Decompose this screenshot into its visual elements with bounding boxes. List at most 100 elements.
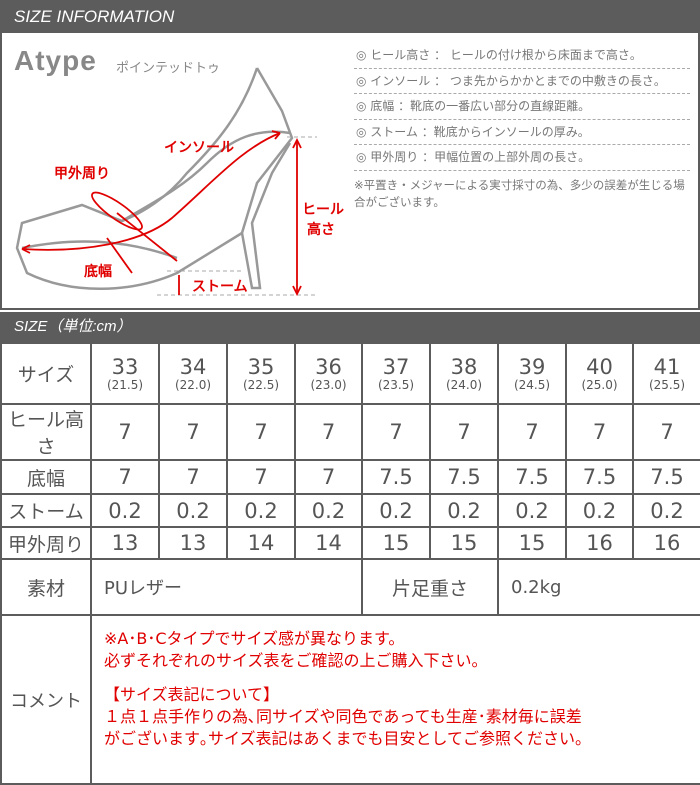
shoe-diagram: Atype ポインテッドトゥ インソール 甲外周り 底幅 ストーム ヒール 高さ… [0, 33, 700, 310]
comment-line: ※A･B･Cタイプでサイズ感が異なります。 [104, 629, 405, 648]
table-cell: 7 [90, 459, 160, 495]
table-cell: 7 [226, 459, 296, 495]
table-cell: 0.2 [565, 493, 634, 528]
table-cell: 7 [294, 403, 363, 461]
table-cell: 15 [429, 526, 499, 560]
size-eu: 37 [382, 354, 410, 379]
comment-line: 必ずそれぞれのサイズ表をご確認の上ご購入下さい。 [104, 651, 488, 670]
size-header-cell: 41 (25.5) [632, 342, 700, 405]
table-cell: 7 [294, 459, 363, 495]
table-cell: 14 [226, 526, 296, 560]
size-eu: 35 [247, 354, 275, 379]
toe-type: ポインテッドトゥ [116, 61, 221, 76]
size-eu: 40 [586, 354, 613, 379]
definitions-list: ◎ ヒール高さ ： ヒールの付け根から床面まで高さ。 ◎ インソール ： つま先… [354, 43, 690, 211]
table-cell: 0.2 [226, 493, 296, 528]
table-cell: 16 [632, 526, 700, 560]
size-section-header: SIZE（単位:cm） [0, 312, 700, 342]
table-cell: 7.5 [429, 459, 499, 495]
table-cell: 7.5 [565, 459, 634, 495]
size-jp: (22.5) [242, 377, 280, 392]
label-heel-height: 高さ [307, 222, 335, 238]
table-row: 甲外周り 13 13 14 14 15 15 15 16 16 [0, 526, 700, 560]
row-label: 底幅 [0, 459, 92, 495]
comment-line: がございます｡サイズ表記はあくまでも目安としてご参照ください。 [104, 729, 592, 748]
table-cell: 15 [361, 526, 431, 560]
table-cell: 7 [429, 403, 499, 461]
label-sole-width: 底幅 [84, 264, 112, 280]
material-value: PUレザー [90, 558, 363, 616]
size-header-cell: 34 (22.0) [158, 342, 228, 405]
size-row: サイズ 33 (21.5) 34 (22.0) 35 (22.5) 36 (23.0) 37 (2… [0, 342, 700, 405]
table-row: 底幅 7 7 7 7 7.5 7.5 7.5 7.5 7.5 [0, 459, 700, 495]
size-header-cell: 33 (21.5) [90, 342, 160, 405]
material-label: 素材 [0, 558, 92, 616]
size-eu: 36 [315, 354, 342, 379]
comment-label: コメント [0, 614, 92, 785]
table-row: ヒール高さ 7 7 7 7 7 7 7 7 7 [0, 403, 700, 461]
weight-label: 片足重さ [361, 558, 499, 616]
row-label: ヒール高さ [0, 403, 92, 461]
size-eu: 39 [518, 354, 546, 379]
definition-item: ◎ 底幅 ：靴底の一番広い部分の直線距離。 [354, 94, 690, 120]
table-cell: 0.2 [429, 493, 499, 528]
table-cell: 0.2 [158, 493, 228, 528]
size-jp: (25.0) [581, 377, 618, 392]
size-table: サイズ 33 (21.5) 34 (22.0) 35 (22.5) 36 (23.0) 37 (2… [0, 342, 700, 785]
brand-logo: Atype [14, 45, 97, 76]
size-header-cell: 39 (24.5) [497, 342, 567, 405]
table-cell: 7 [497, 403, 567, 461]
table-cell: 7.5 [632, 459, 700, 495]
size-eu: 33 [111, 354, 139, 379]
table-cell: 7 [632, 403, 700, 461]
table-cell: 15 [497, 526, 567, 560]
row-label: ストーム [0, 493, 92, 528]
size-jp: (23.0) [310, 377, 347, 392]
table-cell: 0.2 [632, 493, 700, 528]
size-jp: (25.5) [648, 377, 686, 392]
table-row: ストーム 0.2 0.2 0.2 0.2 0.2 0.2 0.2 0.2 0.2 [0, 493, 700, 528]
definition-item: ◎ インソール ： つま先からかかとまでの中敷きの長さ。 [354, 69, 690, 94]
size-jp: (21.5) [106, 377, 144, 392]
size-header-cell: 36 (23.0) [294, 342, 363, 405]
table-cell: 0.2 [294, 493, 363, 528]
table-cell: 7 [361, 403, 431, 461]
size-header-cell: 35 (22.5) [226, 342, 296, 405]
comment-text: ※A･B･Cタイプでサイズ感が異なります。 必ずそれぞれのサイズ表をご確認の上ご… [90, 614, 700, 785]
size-header-cell: 40 (25.0) [565, 342, 634, 405]
label-heel: ヒール [302, 202, 344, 218]
size-jp: (24.5) [513, 377, 551, 392]
comment-line: 【サイズ表記について】 [104, 685, 280, 704]
size-eu: 38 [450, 354, 478, 379]
measurement-note: ※平置き・メジャーによる実寸採寸の為、多少の誤差が生じる場合がございます。 [354, 177, 685, 209]
material-row: 素材 PUレザー 片足重さ 0.2kg [0, 558, 700, 616]
comment-row: コメント ※A･B･Cタイプでサイズ感が異なります。 必ずそれぞれのサイズ表をご… [0, 614, 700, 785]
table-cell: 7.5 [361, 459, 431, 495]
comment-line: １点１点手作りの為､同サイズや同色であっても生産･素材毎に誤差 [104, 707, 582, 726]
size-jp: (24.0) [445, 377, 483, 392]
shoe-illustration [15, 67, 317, 297]
definition-item: ◎ 甲外周り ：甲幅位置の上部外周の長さ。 [354, 145, 690, 171]
table-cell: 7 [226, 403, 296, 461]
table-cell: 7.5 [497, 459, 567, 495]
table-cell: 0.2 [361, 493, 431, 528]
size-header-cell: 37 (23.5) [361, 342, 431, 405]
table-cell: 13 [158, 526, 228, 560]
table-cell: 7 [158, 403, 228, 461]
table-cell: 13 [90, 526, 160, 560]
size-information-header: SIZE INFORMATION [0, 0, 700, 33]
size-jp: (23.5) [377, 377, 415, 392]
size-eu: 34 [179, 354, 207, 379]
weight-value: 0.2kg [497, 558, 700, 616]
definition-item: ◎ ヒール高さ ： ヒールの付け根から床面まで高さ。 [354, 43, 690, 69]
label-insole: インソール [164, 140, 234, 156]
table-cell: 7 [90, 403, 160, 461]
size-eu: 41 [653, 354, 681, 379]
row-label: 甲外周り [0, 526, 92, 560]
label-instep: 甲外周り [54, 166, 110, 182]
table-cell: 0.2 [90, 493, 160, 528]
size-jp: (22.0) [174, 377, 212, 392]
size-header-cell: 38 (24.0) [429, 342, 499, 405]
table-cell: 7 [565, 403, 634, 461]
definition-item: ◎ ストーム ：靴底からインソールの厚み。 [354, 120, 690, 145]
